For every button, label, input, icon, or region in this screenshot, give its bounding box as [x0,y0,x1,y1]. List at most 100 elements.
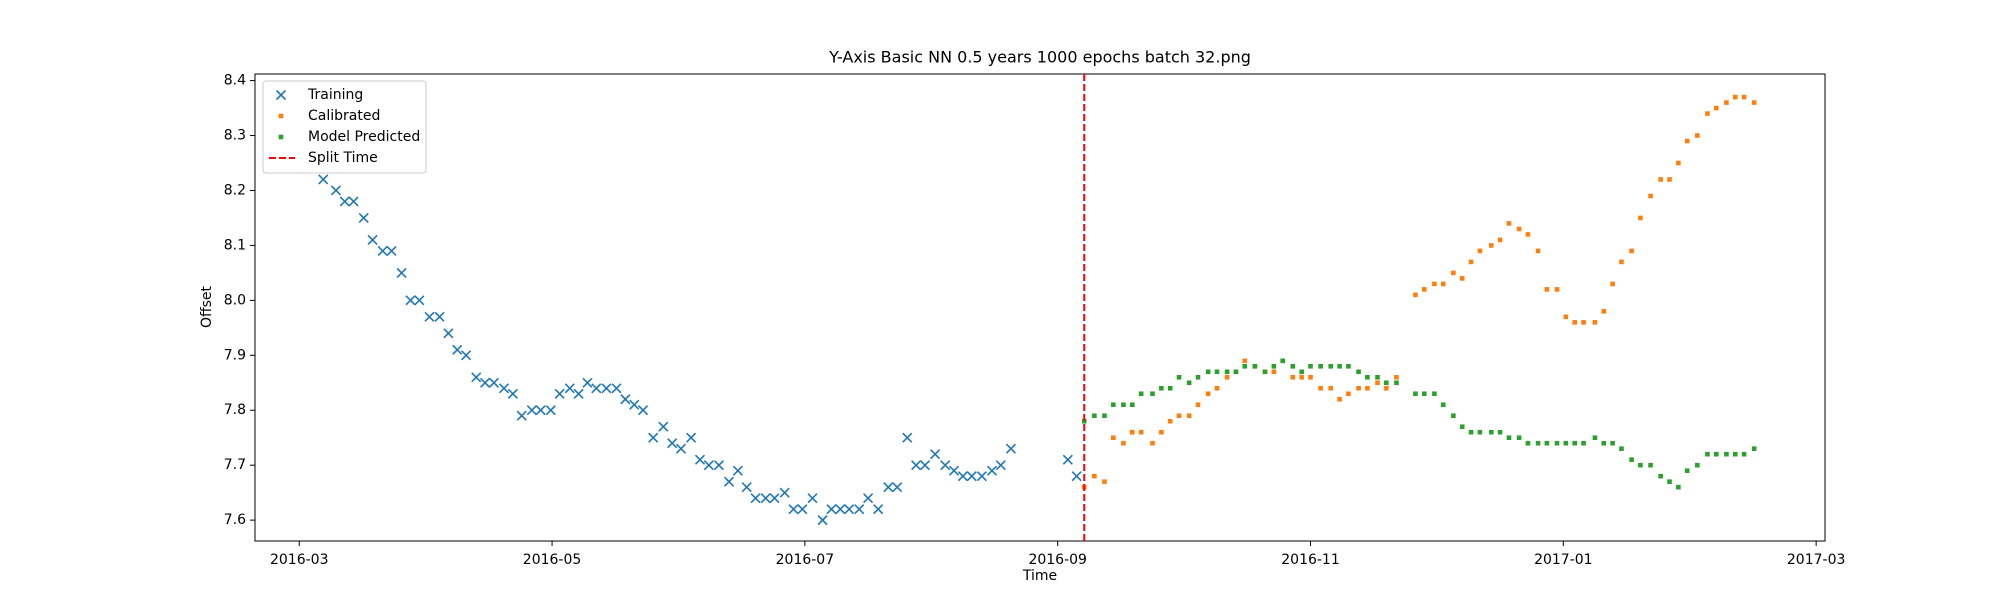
marker-stroke [911,460,922,471]
data-point [1186,413,1192,419]
data-point [1554,287,1560,292]
data-point [1459,276,1465,281]
data-point [826,504,837,515]
data-point [694,454,706,465]
data-point [1205,369,1211,375]
data-point [1432,391,1437,397]
data-point [1525,232,1531,237]
marker-stroke [535,405,546,416]
x-tick-label: 2016-09 [1028,552,1087,568]
legend-marker [278,134,284,140]
data-point [873,504,884,515]
data-point [930,449,941,460]
data-point [1328,385,1334,391]
data-point [1638,215,1643,221]
marker-stroke [443,328,454,339]
data-point [348,196,359,207]
data-point [1581,440,1586,446]
data-point [1451,270,1456,276]
data-point [703,460,714,471]
marker-stroke [434,311,445,322]
data-point [1432,281,1437,287]
chart-title: Y-Axis Basic NN 0.5 years 1000 epochs ba… [828,48,1251,67]
data-point [1356,385,1361,391]
data-point [1129,402,1135,408]
data-point [713,460,724,471]
data-point [535,405,546,416]
data-point [611,383,622,394]
x-tick-label: 2016-07 [776,552,835,568]
y-tick-label: 7.6 [224,512,246,528]
data-point [1684,138,1690,144]
data-point [779,487,790,498]
data-point [1224,369,1230,375]
legend-label: Split Time [308,150,378,166]
data-point [1159,429,1164,435]
data-point [1563,314,1569,320]
data-point [1129,429,1135,435]
data-point [1150,440,1155,446]
data-point [1337,363,1342,369]
data-point [1102,479,1107,484]
data-point [1648,462,1653,468]
marker-stroke [386,245,397,256]
data-point [1684,468,1690,473]
data-point [760,493,771,504]
data-point [1111,402,1116,408]
marker-stroke [686,432,697,443]
data-point [1384,385,1389,391]
marker-stroke [694,454,706,465]
data-point [1290,363,1296,369]
data-point [1554,440,1560,446]
data-point [1451,413,1456,419]
data-point [1308,363,1313,369]
data-point [1724,100,1729,105]
marker-stroke [797,504,808,515]
data-point [1375,374,1380,380]
data-point [1205,391,1211,397]
marker-stroke [930,449,941,460]
marker-stroke [648,432,659,443]
data-point [1440,402,1446,408]
data-point [582,377,593,388]
data-point [976,471,987,482]
data-point [957,471,968,482]
legend-box [262,80,427,174]
data-point [1394,374,1399,380]
data-point [1544,287,1550,292]
marker-stroke [883,482,894,493]
marker-stroke [377,245,388,256]
data-point [591,383,602,394]
marker-stroke [318,174,329,185]
marker-stroke [854,504,865,515]
data-point [1384,380,1389,386]
data-point [367,234,378,245]
marker-stroke [424,311,435,322]
data-point [386,245,397,256]
marker-stroke [779,487,790,498]
data-point [1111,435,1116,441]
data-point [1328,363,1334,369]
marker-stroke [396,267,407,278]
data-point [1751,446,1757,451]
data-point [471,372,482,383]
data-point [1271,369,1277,375]
marker-stroke [940,460,951,471]
data-point [488,377,499,388]
data-point [1138,429,1144,435]
legend-label: Training [307,87,363,103]
data-point [883,482,894,493]
marker-stroke [807,493,818,504]
data-point [1676,160,1681,166]
marker-stroke [986,465,998,476]
data-point [339,196,350,207]
data-point [620,394,631,405]
data-point [1224,374,1230,380]
marker-stroke [629,399,640,410]
data-point [723,476,735,487]
data-point [1506,221,1512,226]
marker-stroke [452,344,463,355]
marker-stroke [995,460,1006,471]
data-point [405,295,416,306]
